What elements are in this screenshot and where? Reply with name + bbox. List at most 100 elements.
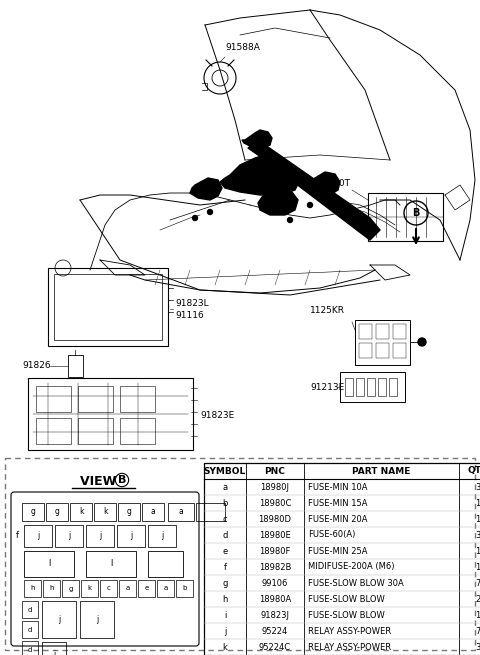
Bar: [148, 551, 183, 577]
Text: h: h: [222, 595, 228, 603]
Bar: [54, 274, 162, 340]
Text: 91588A: 91588A: [225, 43, 260, 52]
Bar: [204, 463, 480, 655]
Text: a: a: [222, 483, 228, 491]
Text: 1: 1: [475, 498, 480, 508]
Text: j: j: [130, 531, 132, 540]
Bar: [389, 378, 397, 396]
Circle shape: [418, 338, 426, 346]
Polygon shape: [248, 140, 380, 240]
Text: 18980J: 18980J: [261, 483, 289, 491]
Bar: [78, 386, 113, 412]
Text: j: j: [224, 626, 226, 635]
Bar: [168, 503, 194, 521]
Text: k: k: [103, 508, 107, 517]
Text: d: d: [28, 607, 32, 612]
Circle shape: [308, 202, 312, 208]
Text: FUSE-60(A): FUSE-60(A): [308, 531, 355, 540]
Text: B: B: [118, 475, 126, 485]
Text: j: j: [96, 615, 98, 624]
Bar: [36, 418, 71, 444]
Text: a: a: [151, 508, 156, 517]
Text: c: c: [223, 514, 228, 523]
Bar: [157, 580, 174, 597]
Text: 95224: 95224: [262, 626, 288, 635]
Bar: [28, 378, 193, 450]
Text: e: e: [144, 586, 149, 591]
Text: 3: 3: [475, 483, 480, 491]
Bar: [359, 343, 372, 358]
Bar: [340, 372, 405, 402]
Text: QTY: QTY: [468, 466, 480, 476]
Bar: [120, 386, 155, 412]
Bar: [48, 268, 168, 346]
Text: g: g: [55, 508, 60, 517]
Bar: [94, 503, 116, 521]
Text: MIDIFUSE-200A (M6): MIDIFUSE-200A (M6): [308, 563, 395, 572]
Text: g: g: [31, 508, 36, 517]
Text: FUSE-MIN 20A: FUSE-MIN 20A: [308, 514, 368, 523]
Bar: [86, 525, 114, 547]
Circle shape: [207, 210, 213, 214]
Bar: [378, 378, 386, 396]
Circle shape: [288, 217, 292, 223]
Bar: [120, 418, 155, 444]
Bar: [81, 580, 98, 597]
Text: 18980D: 18980D: [259, 514, 291, 523]
Bar: [118, 503, 140, 521]
Text: 91116: 91116: [175, 310, 204, 320]
Bar: [68, 355, 83, 377]
Text: d: d: [28, 626, 32, 633]
Text: j: j: [99, 531, 101, 540]
Bar: [36, 386, 71, 412]
Text: 1: 1: [475, 563, 480, 572]
Text: f: f: [15, 531, 19, 540]
Text: j: j: [53, 650, 55, 655]
Text: 2: 2: [475, 595, 480, 603]
Bar: [22, 503, 44, 521]
Bar: [70, 503, 92, 521]
Text: VIEW: VIEW: [80, 475, 120, 488]
Text: g: g: [68, 586, 72, 591]
Bar: [86, 551, 136, 577]
Text: i: i: [224, 610, 226, 620]
Text: k: k: [223, 643, 228, 652]
Text: 91823J: 91823J: [261, 610, 289, 620]
Bar: [80, 601, 114, 638]
Bar: [42, 601, 76, 638]
Polygon shape: [310, 172, 340, 195]
Bar: [24, 580, 41, 597]
Circle shape: [327, 200, 333, 204]
Text: g: g: [127, 508, 132, 517]
Text: j: j: [37, 531, 39, 540]
Text: 95224C: 95224C: [259, 643, 291, 652]
Text: FUSE-SLOW BLOW: FUSE-SLOW BLOW: [308, 610, 385, 620]
Text: b: b: [182, 586, 187, 591]
Text: 91213E: 91213E: [310, 383, 344, 392]
Bar: [100, 580, 117, 597]
Text: b: b: [222, 498, 228, 508]
Text: 7: 7: [475, 578, 480, 588]
Text: FUSE-MIN 10A: FUSE-MIN 10A: [308, 483, 368, 491]
Text: FUSE-MIN 25A: FUSE-MIN 25A: [308, 546, 368, 555]
Bar: [119, 580, 136, 597]
Bar: [368, 193, 443, 241]
Text: RELAY ASSY-POWER: RELAY ASSY-POWER: [308, 643, 391, 652]
Bar: [43, 580, 60, 597]
Bar: [148, 525, 176, 547]
Bar: [142, 503, 164, 521]
Text: 1: 1: [475, 514, 480, 523]
Text: l: l: [48, 559, 50, 569]
Text: 18982B: 18982B: [259, 563, 291, 572]
Text: 7: 7: [475, 626, 480, 635]
Bar: [78, 418, 113, 444]
Bar: [359, 324, 372, 339]
Text: B: B: [412, 208, 420, 218]
Text: 91826: 91826: [22, 362, 50, 371]
Text: FUSE-MIN 15A: FUSE-MIN 15A: [308, 498, 368, 508]
Polygon shape: [258, 190, 298, 215]
Bar: [345, 378, 353, 396]
Bar: [117, 525, 145, 547]
Text: 3: 3: [475, 643, 480, 652]
Text: j: j: [68, 531, 70, 540]
